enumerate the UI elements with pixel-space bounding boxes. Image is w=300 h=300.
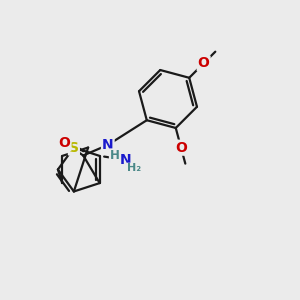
Text: H₂: H₂ [127, 163, 141, 173]
Text: N: N [120, 153, 132, 167]
Text: O: O [198, 56, 210, 70]
Text: N: N [102, 138, 114, 152]
Text: O: O [175, 141, 187, 155]
Text: S: S [69, 140, 79, 154]
Text: H: H [110, 149, 119, 162]
Text: O: O [59, 136, 70, 150]
